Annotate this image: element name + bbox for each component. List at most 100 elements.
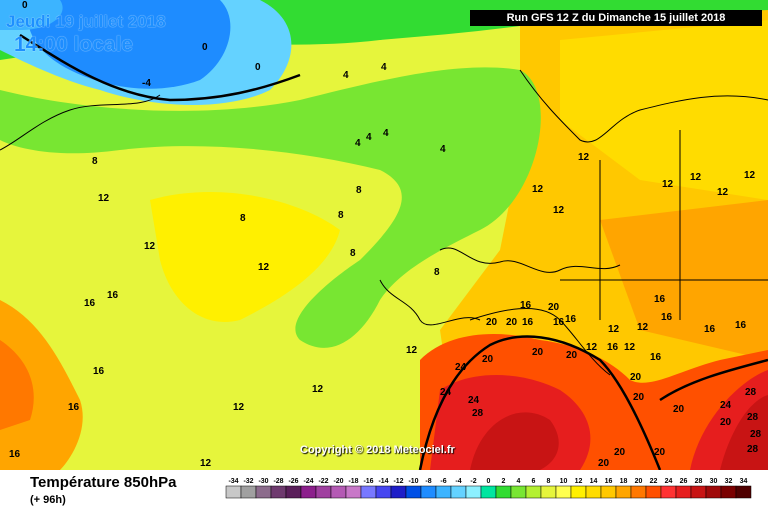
isotherm-label: 28 — [472, 408, 484, 419]
isotherm-label: 28 — [747, 444, 759, 455]
isotherm-label: 0 — [202, 42, 208, 53]
scale-swatch — [570, 485, 587, 499]
isotherm-label: 28 — [747, 412, 759, 423]
scale-swatch — [315, 485, 332, 499]
scale-tick-label: -26 — [288, 478, 298, 485]
scale-tick-label: 30 — [710, 478, 718, 485]
scale-tick-label: 6 — [532, 478, 536, 485]
isotherm-label: 20 — [598, 458, 610, 469]
isotherm-label: 12 — [744, 170, 756, 181]
scale-tick-label: 18 — [620, 478, 628, 485]
forecast-date: Jeudi 19 juillet 2018 — [6, 12, 166, 31]
isotherm-label: 4 — [381, 62, 387, 73]
scale-tick-label: 0 — [487, 478, 491, 485]
scale-tick-label: -22 — [318, 478, 328, 485]
legend-footer: Température 850hPa (+ 96h) -34 -32 -30 -28-… — [0, 470, 768, 512]
scale-swatch — [495, 485, 512, 499]
isotherm-label: 20 — [486, 317, 498, 328]
scale-tick-label: -30 — [258, 478, 268, 485]
isotherm-label: 20 — [630, 372, 642, 383]
scale-tick-label: 34 — [740, 478, 748, 485]
scale-swatch — [735, 485, 752, 499]
isotherm-label: 20 — [720, 417, 732, 428]
scale-swatch — [630, 485, 647, 499]
isotherm-label: 8 — [240, 213, 246, 224]
copyright: Copyright © 2018 Meteociel.fr — [300, 444, 455, 456]
scale-tick-label: 2 — [502, 478, 506, 485]
scale-swatch — [375, 485, 392, 499]
scale-tick-label: 26 — [680, 478, 688, 485]
scale-tick-label: -4 — [455, 478, 461, 485]
isotherm-label: 16 — [107, 290, 119, 301]
isotherm-label: 16 — [607, 342, 619, 353]
isotherm-label: 24 — [455, 362, 467, 373]
isotherm-label: 16 — [654, 294, 666, 305]
scale-tick-label: 14 — [590, 478, 598, 485]
isotherm-label: 20 — [482, 354, 494, 365]
scale-tick-label: -32 — [243, 478, 253, 485]
scale-swatch — [510, 485, 527, 499]
isotherm-label: 12 — [717, 187, 729, 198]
isotherm-label: 12 — [690, 172, 702, 183]
isotherm-label: 12 — [233, 402, 245, 413]
scale-tick-label: -28 — [273, 478, 283, 485]
isotherm-label: 8 — [338, 210, 344, 221]
isotherm-label: 12 — [406, 345, 418, 356]
scale-swatch — [435, 485, 452, 499]
scale-swatch — [720, 485, 737, 499]
isotherm-label: 4 — [383, 128, 389, 139]
scale-swatch — [615, 485, 632, 499]
isotherm-label: 20 — [566, 350, 578, 361]
scale-swatch — [300, 485, 317, 499]
scale-swatch — [600, 485, 617, 499]
scale-swatch — [450, 485, 467, 499]
scale-tick-label: 12 — [575, 478, 583, 485]
isotherm-label: 12 — [662, 179, 674, 190]
scale-swatch — [390, 485, 407, 499]
scale-swatch — [225, 485, 242, 499]
scale-tick-label: -20 — [333, 478, 343, 485]
scale-swatch — [540, 485, 557, 499]
isotherm-label: 0 — [22, 0, 28, 11]
scale-tick-label: -14 — [378, 478, 388, 485]
isotherm-label: 16 — [553, 317, 565, 328]
forecast-time: 14:00 locale — [14, 33, 134, 56]
scale-tick-label: 8 — [547, 478, 551, 485]
isotherm-label: 8 — [434, 267, 440, 278]
isotherm-label: 16 — [68, 402, 80, 413]
color-scale: -34 -32 -30 -28 -26 -24 -22 -20 -18 -16 -14 -12 -10-… — [225, 478, 752, 499]
scale-tick-label: -8 — [425, 478, 431, 485]
scale-swatch — [705, 485, 722, 499]
scale-tick-label: -2 — [470, 478, 476, 485]
scale-tick-label: -24 — [303, 478, 313, 485]
scale-tick-label: -16 — [363, 478, 373, 485]
isotherm-label: 12 — [144, 241, 156, 252]
isotherm-label: 24 — [468, 395, 480, 406]
scale-swatch — [480, 485, 497, 499]
isotherm-label: 16 — [520, 300, 532, 311]
scale-tick-label: -10 — [408, 478, 418, 485]
isotherm-label: 28 — [750, 429, 762, 440]
scale-swatch — [405, 485, 422, 499]
scale-swatch — [525, 485, 542, 499]
isotherm-label: 24 — [720, 400, 732, 411]
isotherm-label: 16 — [522, 317, 534, 328]
scale-tick-label: -18 — [348, 478, 358, 485]
isotherm-label: 4 — [343, 70, 349, 81]
scale-tick-label: -6 — [440, 478, 446, 485]
isotherm-label: 16 — [565, 314, 577, 325]
isotherm-label: 8 — [92, 156, 98, 167]
isotherm-label: 12 — [98, 193, 110, 204]
isotherm-label: 12 — [312, 384, 324, 395]
scale-tick-label: 32 — [725, 478, 733, 485]
legend-subtitle: (+ 96h) — [30, 494, 66, 506]
scale-tick-label: 24 — [665, 478, 673, 485]
isotherm-label: 8 — [350, 248, 356, 259]
isotherm-label: 12 — [608, 324, 620, 335]
scale-swatch — [585, 485, 602, 499]
scale-swatch — [255, 485, 272, 499]
isotherm-label: 20 — [548, 302, 560, 313]
isotherm-label: 4 — [366, 132, 372, 143]
scale-tick-label: 16 — [605, 478, 613, 485]
